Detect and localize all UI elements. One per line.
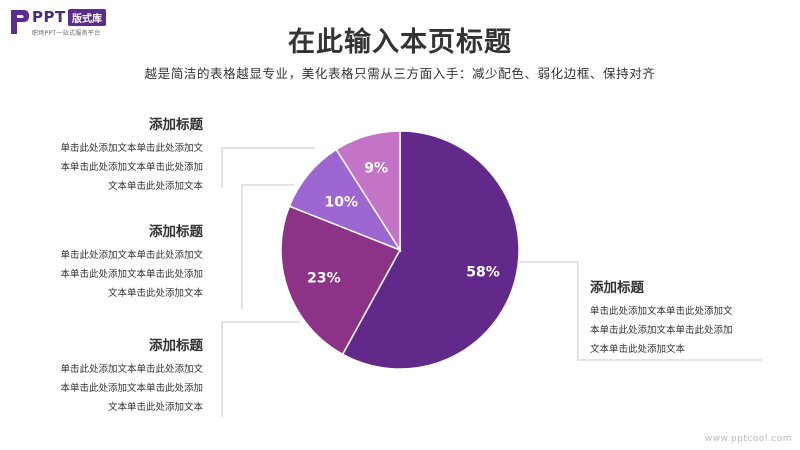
text-block-2: 添加标题 单击此处添加文本单击此处添加文 本单击此处添加文本单击此处添加 文本单… xyxy=(33,220,203,303)
block-line: 单击此处添加文本单击此处添加文 xyxy=(60,143,203,154)
pie-slice-3 xyxy=(288,148,402,252)
block-body: 单击此处添加文本单击此处添加文 本单击此处添加文本单击此处添加 文本单击此处添加… xyxy=(33,139,203,196)
pie-label-2: 23% xyxy=(307,270,341,286)
block-line: 文本单击此处添加文本 xyxy=(590,344,686,355)
pie-slice-4 xyxy=(335,130,401,253)
block-title: 添加标题 xyxy=(149,338,203,354)
pie-labels: 58% 23% 10% 9% xyxy=(307,161,500,287)
pie-label-3: 10% xyxy=(325,194,359,210)
logo-ppt-text: PPT xyxy=(32,8,66,26)
connector-line-2 xyxy=(241,184,295,309)
logo-mark-icon xyxy=(11,10,29,34)
block-body: 单击此处添加文本单击此处添加文 本单击此处添加文本单击此处添加 文本单击此处添加… xyxy=(590,302,760,359)
page-title: 在此输入本页标题 xyxy=(288,27,512,58)
block-line: 单击此处添加文本单击此处添加文 xyxy=(60,364,203,375)
block-line: 文本单击此处添加文本 xyxy=(107,402,203,413)
text-block-3: 添加标题 单击此处添加文本单击此处添加文 本单击此处添加文本单击此处添加 文本单… xyxy=(33,334,203,417)
connector-line-3 xyxy=(221,321,300,417)
block-body: 单击此处添加文本单击此处添加文 本单击此处添加文本单击此处添加 文本单击此处添加… xyxy=(33,246,203,303)
connector-line-1 xyxy=(221,147,315,188)
pie-label-1: 58% xyxy=(466,264,500,280)
block-line: 单击此处添加文本单击此处添加文 xyxy=(590,306,733,317)
pie-slices xyxy=(280,130,520,370)
block-line: 单击此处添加文本单击此处添加文 xyxy=(60,250,203,261)
block-title: 添加标题 xyxy=(149,117,203,133)
text-block-4: 添加标题 单击此处添加文本单击此处添加文 本单击此处添加文本单击此处添加 文本单… xyxy=(590,276,760,359)
block-title: 添加标题 xyxy=(149,224,203,240)
text-block-1: 添加标题 单击此处添加文本单击此处添加文 本单击此处添加文本单击此处添加 文本单… xyxy=(33,113,203,196)
logo-tagline: 职场PPT一站式服务平台 xyxy=(32,30,101,37)
logo-badge: 版式库 xyxy=(68,9,106,26)
block-line: 本单击此处添加文本单击此处添加 xyxy=(60,162,203,173)
pie-label-4: 9% xyxy=(364,161,388,177)
block-title: 添加标题 xyxy=(590,280,644,296)
pie-slice-1 xyxy=(341,130,520,370)
block-line: 文本单击此处添加文本 xyxy=(107,288,203,299)
block-line: 文本单击此处添加文本 xyxy=(107,181,203,192)
pie-slice-2 xyxy=(280,205,402,356)
logo: PPT 版式库 职场PPT一站式服务平台 xyxy=(8,8,158,40)
watermark: www.pptcool.com xyxy=(704,434,792,444)
page-subtitle: 越是简洁的表格越显专业，美化表格只需从三方面入手：减少配色、弱化边框、保持对齐 xyxy=(144,66,656,81)
block-body: 单击此处添加文本单击此处添加文 本单击此处添加文本单击此处添加 文本单击此处添加… xyxy=(33,360,203,417)
block-line: 本单击此处添加文本单击此处添加 xyxy=(590,325,733,336)
block-line: 本单击此处添加文本单击此处添加 xyxy=(60,269,203,280)
block-line: 本单击此处添加文本单击此处添加 xyxy=(60,383,203,394)
